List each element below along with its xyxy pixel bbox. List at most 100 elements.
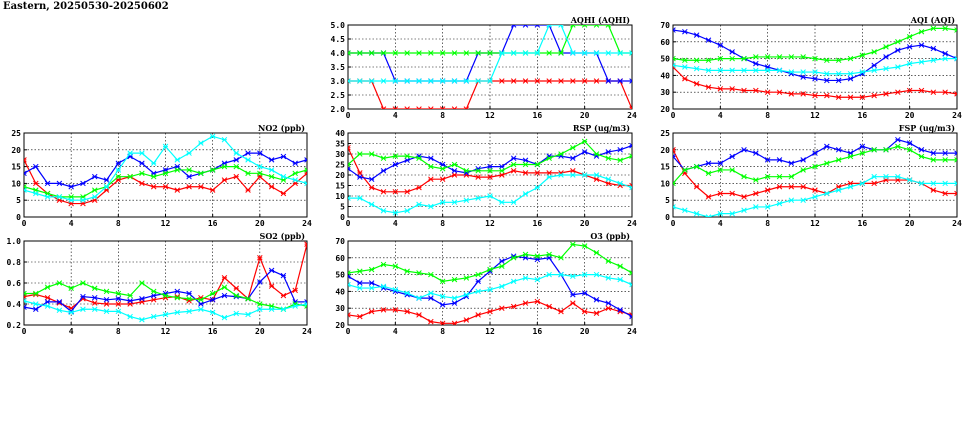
data-point <box>776 184 783 190</box>
data-point <box>439 199 446 206</box>
data-point <box>416 106 422 109</box>
data-point <box>368 266 375 273</box>
data-point <box>439 78 446 84</box>
data-point <box>847 153 854 160</box>
data-point <box>499 163 505 170</box>
data-point <box>357 170 363 176</box>
data-point <box>439 320 446 325</box>
y-tick-label: 40 <box>335 129 345 138</box>
data-point <box>812 76 818 82</box>
data-point <box>534 276 541 283</box>
data-point <box>380 78 387 84</box>
data-point <box>895 143 901 150</box>
data-point <box>558 308 564 315</box>
data-point <box>510 278 517 285</box>
y-tick-label: 10 <box>11 179 21 188</box>
data-point <box>56 194 63 200</box>
data-point <box>522 275 529 281</box>
data-point <box>930 45 937 52</box>
data-point <box>257 306 263 313</box>
data-point <box>233 173 240 180</box>
data-point <box>348 312 351 318</box>
data-point <box>392 106 399 109</box>
data-point <box>717 55 724 62</box>
data-point <box>954 190 957 197</box>
data-point <box>487 163 493 170</box>
data-point <box>221 314 228 321</box>
data-point <box>705 170 712 177</box>
data-point <box>859 150 866 156</box>
data-point <box>593 297 600 303</box>
data-point <box>499 258 505 264</box>
data-point <box>56 280 63 286</box>
data-point <box>581 271 588 278</box>
data-point <box>463 168 470 174</box>
y-tick-label: 20 <box>335 321 345 330</box>
data-point <box>186 290 192 297</box>
data-point <box>103 177 110 183</box>
data-point <box>871 62 877 69</box>
chart-aqi: 0 4 8 12 16 20 24 20 30 40 50 60 70 AQI (AQI) <box>660 15 962 120</box>
x-tick-label: 24 <box>302 327 312 336</box>
data-point <box>463 197 470 203</box>
data-point <box>162 311 169 318</box>
data-point <box>741 55 747 62</box>
data-point <box>570 25 576 28</box>
data-point <box>942 150 948 156</box>
x-tick-label: 12 <box>810 111 820 120</box>
data-point <box>91 187 98 193</box>
data-point <box>268 184 275 190</box>
y-tick-label: 50 <box>660 55 670 64</box>
data-point <box>800 69 806 75</box>
y-tick-label: 20 <box>660 105 670 114</box>
y-tick-label: 1.0 <box>7 237 22 246</box>
data-point <box>451 78 458 84</box>
data-point <box>115 308 122 315</box>
y-tick-label: 0.8 <box>7 258 22 267</box>
data-point <box>800 167 806 173</box>
x-tick-label: 20 <box>255 327 265 336</box>
data-point <box>186 308 192 315</box>
data-point <box>510 199 517 206</box>
data-point <box>127 292 133 299</box>
y-tick-label: 30 <box>335 304 345 313</box>
data-point <box>581 243 588 249</box>
page-title: Eastern, 20250530-20250602 <box>3 1 169 12</box>
chart-title: FSP (ug/m3) <box>899 123 955 133</box>
data-point <box>416 78 422 84</box>
data-point <box>380 155 387 161</box>
data-point <box>439 161 446 168</box>
data-point <box>522 251 529 258</box>
y-tick-label: 30 <box>660 88 670 97</box>
data-point <box>693 184 700 190</box>
data-point <box>847 94 854 100</box>
data-point <box>186 295 192 302</box>
x-tick-label: 24 <box>627 327 637 336</box>
data-point <box>380 307 387 313</box>
data-point <box>451 172 458 178</box>
data-point <box>812 92 818 99</box>
data-point <box>605 180 612 187</box>
data-point <box>139 316 145 323</box>
y-tick-label: 60 <box>660 38 670 47</box>
x-tick-label: 24 <box>627 111 637 120</box>
data-point <box>233 150 240 156</box>
data-point <box>883 91 889 97</box>
data-point <box>617 157 623 164</box>
data-point <box>776 157 783 163</box>
data-point <box>348 161 351 168</box>
data-point <box>209 167 216 173</box>
data-point <box>221 177 228 183</box>
data-point <box>499 168 505 174</box>
data-point <box>764 204 771 210</box>
data-point <box>871 173 877 180</box>
x-tick-label: 8 <box>440 219 445 228</box>
x-tick-label: 20 <box>580 111 590 120</box>
data-point <box>629 78 632 84</box>
data-point <box>68 184 74 190</box>
data-point <box>812 187 818 193</box>
data-point <box>558 151 564 157</box>
y-tick-label: 15 <box>11 163 21 172</box>
x-tick-label: 0 <box>22 327 27 336</box>
data-point <box>368 308 375 315</box>
